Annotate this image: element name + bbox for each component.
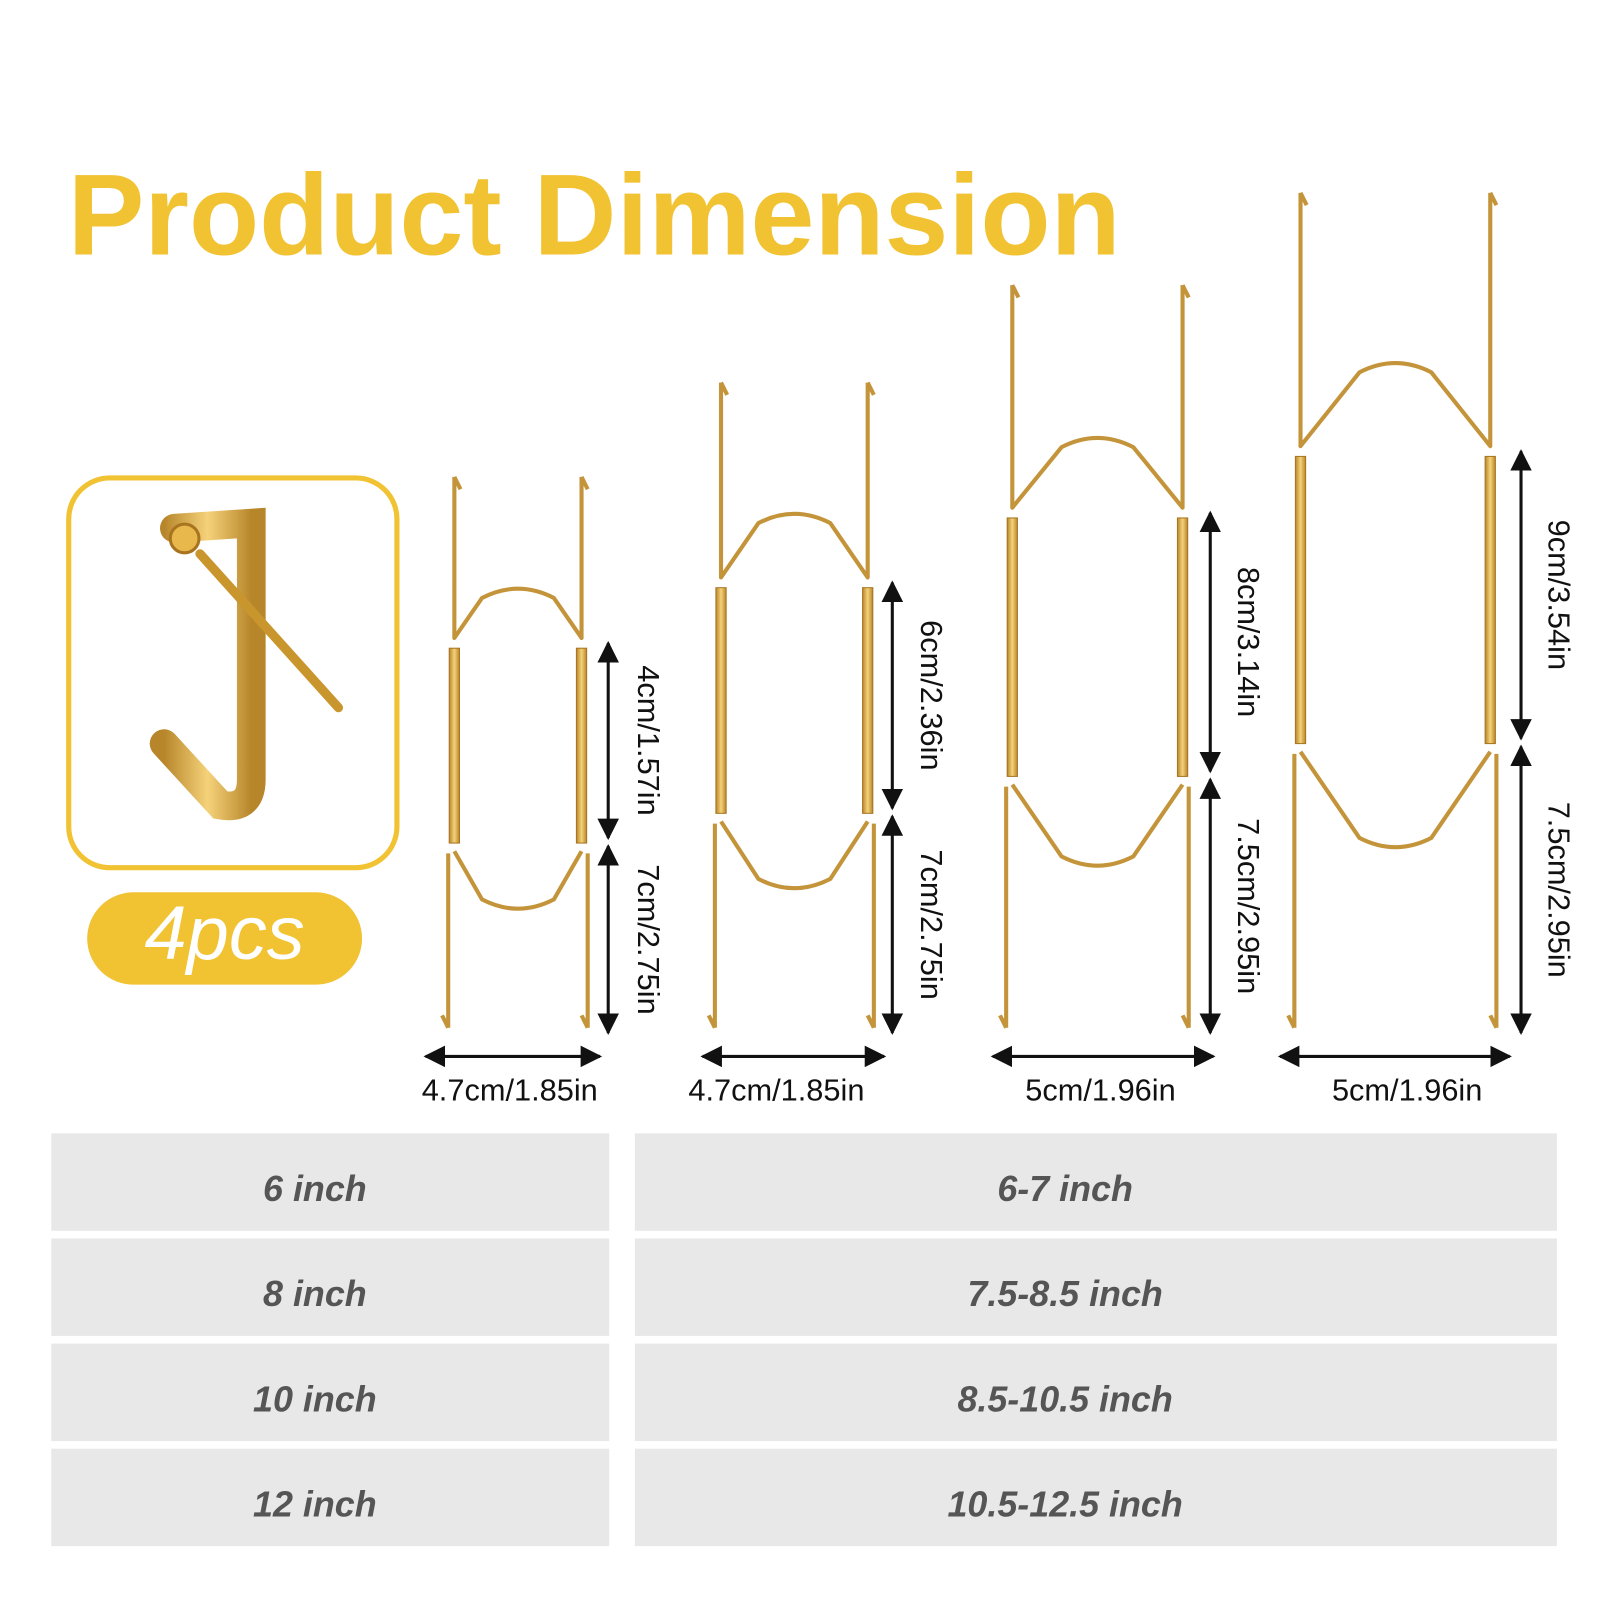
table-cell: 8 inch: [263, 1274, 367, 1314]
hanger-wire: [440, 476, 590, 1029]
table-cell: 6 inch: [263, 1169, 367, 1209]
hanger-spring: [715, 587, 727, 814]
table-cell: 7.5-8.5 inch: [967, 1274, 1162, 1314]
size-table: 6 inch 6-7 inch 8 inch 7.5-8.5 inch 10 inch 8…: [51, 1133, 1557, 1547]
hanger-spring: [1176, 517, 1189, 777]
upper-label: 6cm/2.36in: [914, 620, 949, 770]
upper-label: 4cm/1.57in: [631, 665, 666, 815]
hanger-wire: [1286, 191, 1499, 1029]
upper-label: 9cm/3.54in: [1542, 520, 1577, 670]
width-label: 4.7cm/1.85in: [422, 1073, 598, 1108]
table-cell-bg: [51, 1238, 610, 1336]
hangers: 4.7cm/1.85in 4cm/1.57in 7cm/2.75in 4.7cm/1.…: [422, 191, 1577, 1108]
hanger-spring: [575, 647, 588, 844]
hanger-spring: [1484, 455, 1496, 745]
width-label: 5cm/1.96in: [1332, 1073, 1482, 1108]
hook-icon: [149, 507, 344, 821]
hanger-spring: [1006, 517, 1018, 777]
lower-label: 7.5cm/2.95in: [1542, 802, 1577, 978]
table-cell-bg: [634, 1238, 1557, 1336]
table-cell: 8.5-10.5 inch: [957, 1379, 1172, 1419]
table-cell-bg: [51, 1133, 610, 1231]
table-cell-bg: [51, 1343, 610, 1442]
table-cell: 10.5-12.5 inch: [947, 1484, 1182, 1524]
table-cell: 10 inch: [253, 1379, 377, 1419]
width-label: 4.7cm/1.85in: [688, 1073, 864, 1108]
table-cell-bg: [51, 1448, 610, 1547]
hanger-wire: [998, 284, 1191, 1029]
hanger-spring: [448, 647, 460, 844]
width-label: 5cm/1.96in: [1025, 1073, 1175, 1108]
table-cell: 6-7 inch: [997, 1169, 1133, 1209]
lower-label: 7cm/2.75in: [631, 864, 666, 1014]
table-cell-bg: [634, 1133, 1557, 1231]
hanger-wire: [706, 381, 876, 1029]
title: Product Dimension: [68, 151, 1121, 279]
table-cell: 12 inch: [253, 1484, 377, 1524]
badge-pill: [87, 892, 363, 985]
upper-label: 8cm/3.14in: [1231, 567, 1266, 717]
lower-label: 7cm/2.75in: [914, 849, 949, 999]
badge-text: 4pcs: [144, 891, 304, 976]
lower-label: 7.5cm/2.95in: [1231, 818, 1266, 994]
table-cell-bg: [634, 1343, 1557, 1442]
badge-frame: [66, 475, 400, 871]
hanger-spring: [1294, 455, 1307, 745]
hanger-spring: [862, 587, 874, 814]
table-cell-bg: [634, 1448, 1557, 1547]
